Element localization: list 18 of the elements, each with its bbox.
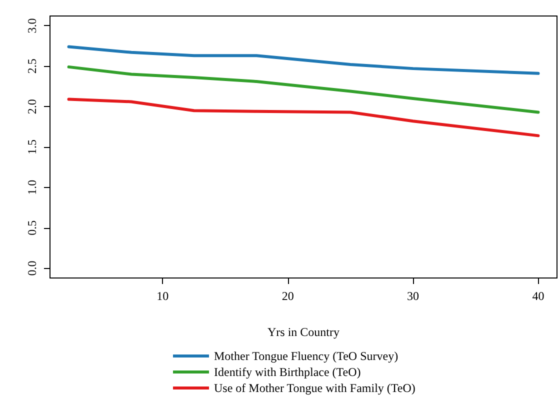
x-axis-title: Yrs in Country: [268, 325, 340, 339]
line-series: [67, 98, 540, 138]
legend-label: Identify with Birthplace (TeO): [214, 365, 361, 379]
x-tick-label: 20: [282, 289, 294, 303]
line-series: [67, 45, 540, 75]
legend-label: Use of Mother Tongue with Family (TeO): [214, 381, 416, 395]
x-tick-label: 30: [407, 289, 420, 303]
y-tick-label: 1.5: [25, 140, 39, 154]
y-tick-label: 0.5: [25, 220, 39, 236]
x-tick-label: 40: [532, 289, 544, 303]
x-tick-label: 10: [156, 289, 169, 303]
y-tick-label: 0.0: [25, 260, 39, 276]
y-tick-label: 1.0: [25, 180, 39, 195]
y-tick-label: 3.0: [25, 18, 39, 34]
legend-label: Mother Tongue Fluency (TeO Survey): [214, 349, 398, 363]
line-series: [67, 65, 540, 114]
y-tick-label: 2.5: [25, 58, 39, 74]
y-tick-label: 2.0: [25, 99, 39, 114]
